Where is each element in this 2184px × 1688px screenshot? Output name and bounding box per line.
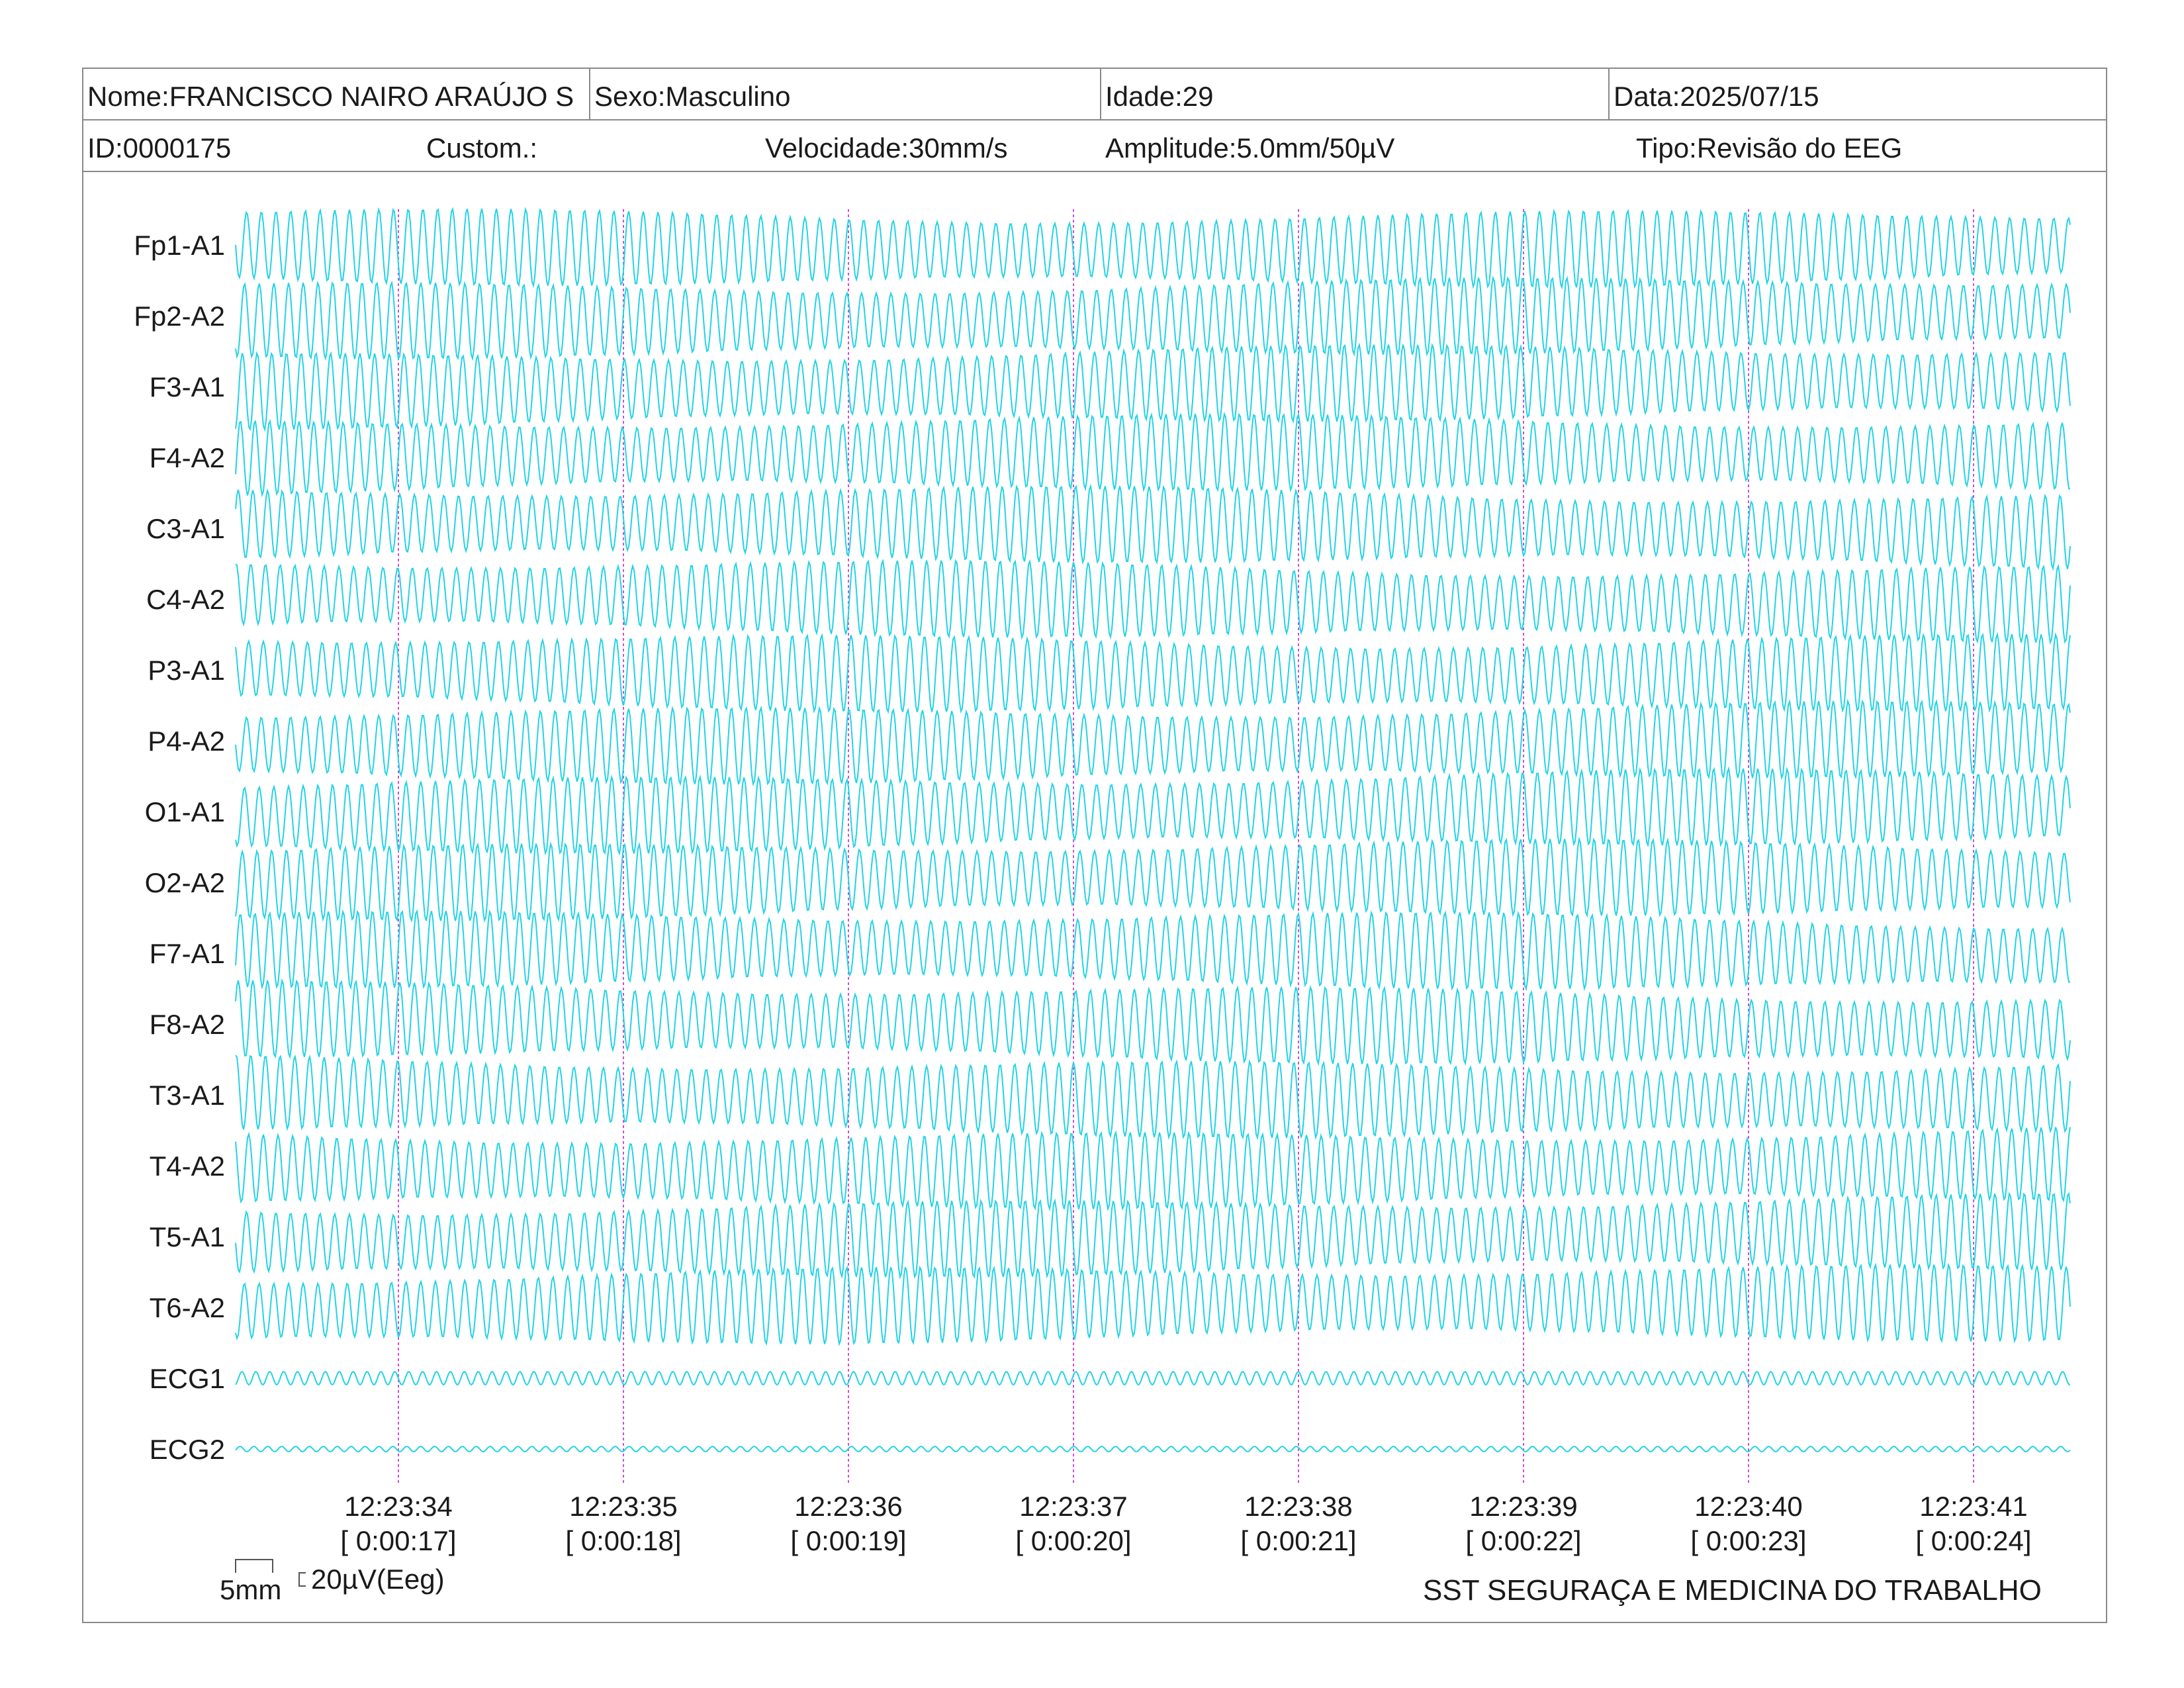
channel-label-fp1-a1: Fp1-A1 xyxy=(134,230,225,261)
header-divider xyxy=(1100,69,1101,119)
header-divider xyxy=(1608,69,1610,119)
patient-id: ID:0000175 xyxy=(87,132,232,164)
trace-ecg1 xyxy=(235,1370,2071,1386)
channel-label-f3-a1: F3-A1 xyxy=(150,371,225,402)
channel-label-c3-a1: C3-A1 xyxy=(146,513,225,544)
channel-label-f7-a1: F7-A1 xyxy=(150,938,225,969)
header-row-patient: Nome:FRANCISCO NAIRO ARAÚJO S Sexo:Mascu… xyxy=(83,69,2106,120)
trace-t6-a2 xyxy=(235,1262,2071,1346)
channel-label-o1-a1: O1-A1 xyxy=(145,796,225,827)
exam-date: Data:2025/07/15 xyxy=(1614,81,1819,112)
patient-age: Idade:29 xyxy=(1105,81,1214,112)
time-elapsed-label: [ 0:00:20] xyxy=(1015,1525,1131,1556)
channel-label-p3-a1: P3-A1 xyxy=(148,655,225,686)
trace-f3-a1 xyxy=(235,342,2071,432)
channel-label-ecg1: ECG1 xyxy=(150,1363,225,1394)
channel-labels: Fp1-A1 Fp2-A2 F3-A1 F4-A2 C3-A1 C4-A2 P3-A1 P4-… xyxy=(134,230,225,1465)
channel-label-t3-a1: T3-A1 xyxy=(150,1080,225,1111)
channel-label-t4-a2: T4-A2 xyxy=(150,1150,225,1182)
time-elapsed-label: [ 0:00:19] xyxy=(790,1525,906,1556)
time-clock-label: 12:23:34 xyxy=(344,1491,453,1522)
time-clock-label: 12:23:36 xyxy=(794,1491,903,1522)
trace-t4-a2 xyxy=(235,1127,2071,1212)
scale-bar xyxy=(235,1559,306,1587)
trace-fp1-a1 xyxy=(235,207,2071,290)
trace-p3-a1 xyxy=(235,632,2071,714)
channel-label-o2-a2: O2-A2 xyxy=(145,867,225,898)
time-clock-label: 12:23:35 xyxy=(569,1491,678,1522)
scale-amplitude-label: 20µV(Eeg) xyxy=(311,1564,445,1595)
time-clock-label: 12:23:38 xyxy=(1244,1491,1353,1522)
time-elapsed-label: [ 0:00:23] xyxy=(1690,1525,1806,1556)
channel-label-f4-a2: F4-A2 xyxy=(150,442,225,473)
time-elapsed-label: [ 0:00:18] xyxy=(565,1525,681,1556)
channel-traces xyxy=(235,207,2071,1453)
trace-c4-a2 xyxy=(235,558,2071,645)
time-elapsed-label: [ 0:00:21] xyxy=(1240,1525,1356,1556)
trace-f7-a1 xyxy=(235,909,2071,992)
trace-o2-a2 xyxy=(235,836,2071,923)
amplitude-setting: Amplitude:5.0mm/50µV xyxy=(1105,132,1395,164)
report-frame: Nome:FRANCISCO NAIRO ARAÚJO S Sexo:Mascu… xyxy=(82,68,2107,1623)
time-elapsed-label: [ 0:00:22] xyxy=(1465,1525,1581,1556)
scale-length-label: 5mm xyxy=(220,1574,282,1605)
channel-label-ecg2: ECG2 xyxy=(150,1434,225,1465)
time-clock-label: 12:23:41 xyxy=(1919,1491,2028,1522)
trace-o1-a1 xyxy=(235,766,2071,856)
channel-label-f8-a2: F8-A2 xyxy=(150,1009,225,1040)
time-clock-label: 12:23:40 xyxy=(1694,1491,1803,1522)
trace-fp2-a2 xyxy=(235,275,2071,361)
trace-f4-a2 xyxy=(235,412,2071,498)
channel-label-t5-a1: T5-A1 xyxy=(150,1221,225,1252)
custom-field: Custom.: xyxy=(426,132,538,164)
header-row-settings: ID:0000175 Custom.: Velocidade:30mm/s Am… xyxy=(83,120,2106,172)
time-elapsed-label: [ 0:00:24] xyxy=(1915,1525,2031,1556)
channel-label-p4-a2: P4-A2 xyxy=(148,726,225,757)
channel-label-t6-a2: T6-A2 xyxy=(150,1292,225,1323)
time-clock-label: 12:23:37 xyxy=(1019,1491,1128,1522)
review-type: Tipo:Revisão do EEG xyxy=(1636,132,1903,164)
scale-length-bracket xyxy=(235,1559,273,1573)
patient-name: Nome:FRANCISCO NAIRO ARAÚJO S xyxy=(87,81,574,112)
header-divider xyxy=(589,69,590,119)
scale-amplitude-bracket xyxy=(298,1572,306,1587)
channel-label-fp2-a2: Fp2-A2 xyxy=(134,301,225,332)
patient-sex: Sexo:Masculino xyxy=(594,81,791,112)
trace-ecg2 xyxy=(235,1445,2071,1453)
trace-f8-a2 xyxy=(235,978,2071,1066)
trace-t3-a1 xyxy=(235,1054,2071,1141)
speed-setting: Velocidade:30mm/s xyxy=(765,132,1008,164)
time-clock-label: 12:23:39 xyxy=(1469,1491,1578,1522)
time-elapsed-label: [ 0:00:17] xyxy=(340,1525,456,1556)
trace-p4-a2 xyxy=(235,698,2071,786)
time-labels: 12:23:34[ 0:00:17] 12:23:35[ 0:00:18] 12:2… xyxy=(340,1491,2031,1556)
trace-c3-a1 xyxy=(235,483,2071,571)
trace-t5-a1 xyxy=(235,1191,2071,1280)
company-name: SST SEGURAÇA E MEDICINA DO TRABALHO xyxy=(1423,1574,2042,1607)
channel-label-c4-a2: C4-A2 xyxy=(146,584,225,615)
